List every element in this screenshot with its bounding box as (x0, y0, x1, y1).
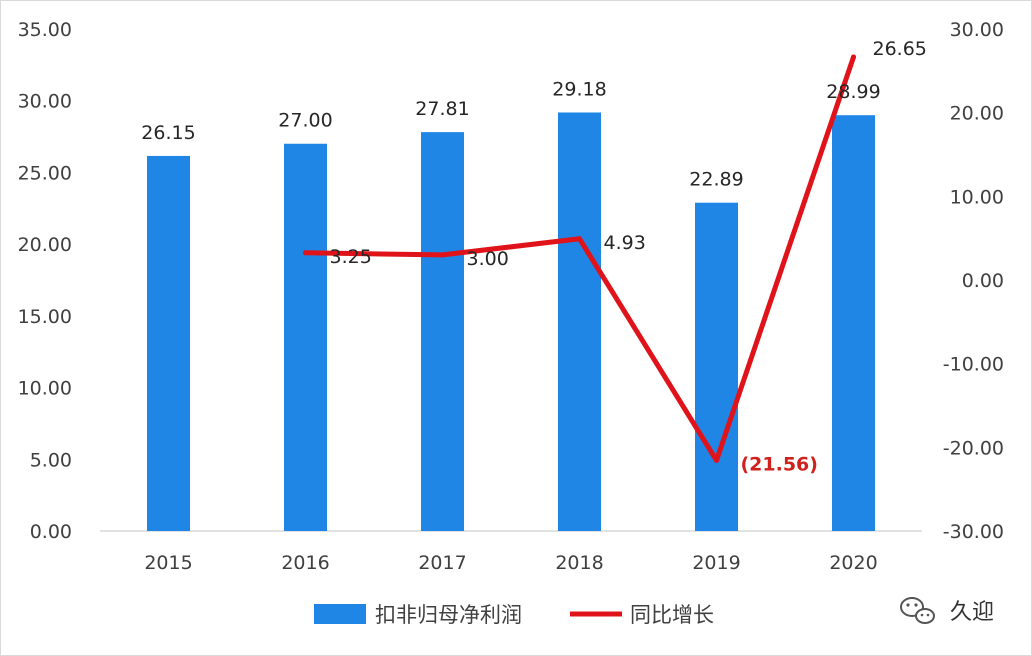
bar-data-label: 22.89 (689, 169, 743, 191)
line-data-label: 26.65 (873, 38, 927, 60)
line-data-label: 4.93 (604, 232, 646, 254)
y-left-tick-label: 30.00 (18, 91, 72, 113)
y-axis-left: 35.00 30.00 25.00 20.00 15.00 10.00 5.00 0.00 (18, 19, 72, 543)
y-right-tick-label: -30.00 (943, 521, 1004, 543)
bar (695, 202, 738, 531)
y-left-tick-label: 35.00 (18, 19, 72, 41)
y-right-tick-label: -10.00 (943, 354, 1004, 376)
growth-point (714, 457, 719, 463)
line-data-label: 3.00 (467, 248, 509, 270)
legend-bar-label: 扣非归母净利润 (375, 603, 522, 627)
bar (147, 155, 190, 532)
bar-data-label: 27.81 (415, 98, 469, 120)
legend-line-label: 同比增长 (630, 603, 714, 627)
y-left-tick-label: 20.00 (18, 234, 72, 256)
growth-point (440, 252, 445, 258)
bar-data-label: 26.15 (141, 122, 195, 144)
wechat-icon (900, 597, 935, 624)
bar (558, 112, 601, 531)
y-left-tick-label: 0.00 (30, 521, 72, 543)
y-left-tick-label: 5.00 (30, 449, 72, 471)
bar-data-label: 27.00 (278, 110, 332, 132)
line-data-labels: 3.25 3.00 4.93 (21.56) 26.65 (330, 38, 927, 475)
line-data-label: 3.25 (330, 246, 372, 268)
watermark-text: 久迎 (950, 600, 994, 625)
y-right-tick-label: 20.00 (950, 103, 1004, 125)
growth-point (303, 250, 308, 256)
x-tick-label: 2015 (144, 552, 192, 574)
x-axis: 2015 2016 2017 2018 2019 2020 (144, 552, 877, 574)
growth-point (851, 54, 856, 60)
bar (284, 143, 327, 531)
y-left-tick-label: 10.00 (18, 378, 72, 400)
watermark: 久迎 (900, 597, 994, 625)
y-right-tick-label: 0.00 (962, 270, 1004, 292)
y-left-tick-label: 25.00 (18, 162, 72, 184)
legend-bar-swatch (314, 604, 366, 624)
x-tick-label: 2017 (418, 552, 466, 574)
bar-data-label: 28.99 (826, 81, 880, 103)
x-tick-label: 2018 (555, 552, 603, 574)
line-data-label: (21.56) (741, 453, 818, 475)
y-axis-right: 30.00 20.00 10.00 0.00 -10.00 -20.00 -30.00 (943, 19, 1004, 543)
y-left-tick-label: 15.00 (18, 306, 72, 328)
x-tick-label: 2016 (281, 552, 329, 574)
y-right-tick-label: 30.00 (950, 19, 1004, 41)
x-tick-label: 2020 (829, 552, 877, 574)
bar-data-labels: 26.15 27.00 27.81 29.18 22.89 28.99 (141, 78, 880, 190)
x-tick-label: 2019 (692, 552, 740, 574)
growth-point (577, 236, 582, 242)
bar (832, 115, 875, 532)
y-right-tick-label: 10.00 (950, 186, 1004, 208)
legend: 扣非归母净利润 同比增长 (314, 603, 714, 627)
bar-data-label: 29.18 (552, 78, 606, 100)
y-right-tick-label: -20.00 (943, 437, 1004, 459)
bar-series (147, 112, 875, 532)
bar (421, 132, 464, 532)
line-series (303, 54, 856, 463)
